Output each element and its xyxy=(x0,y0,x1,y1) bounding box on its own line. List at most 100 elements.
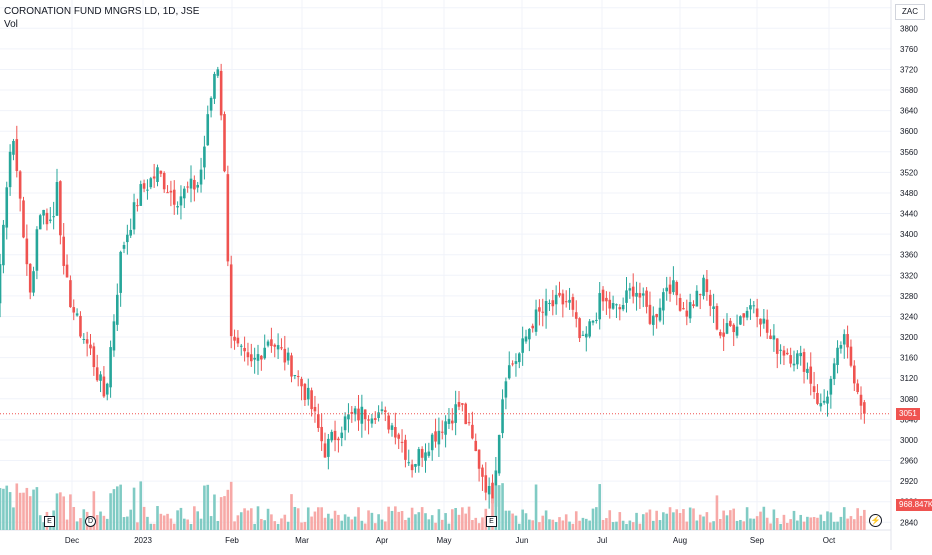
candle-body xyxy=(504,381,508,398)
candle-body xyxy=(250,354,253,362)
candle-body xyxy=(337,438,340,441)
volume-bar xyxy=(719,518,722,530)
candle-body xyxy=(189,178,193,189)
candle-body xyxy=(176,206,179,208)
volume-bar xyxy=(373,523,377,530)
candle-body xyxy=(735,326,739,336)
volume-bar xyxy=(518,523,521,530)
y-tick-label: 3360 xyxy=(900,251,918,260)
candle-body xyxy=(384,410,387,413)
candle-body xyxy=(203,146,206,168)
volume-bar xyxy=(377,514,380,530)
last-price-label: 3051 xyxy=(896,408,920,420)
volume-bar xyxy=(859,515,863,530)
candle-body xyxy=(343,416,347,431)
candle-body xyxy=(273,344,277,347)
candle-body xyxy=(695,290,699,307)
candle-body xyxy=(283,348,287,363)
volume-bar xyxy=(491,498,494,530)
chart-title: CORONATION FUND MNGRS LD, 1D, JSE xyxy=(4,6,200,17)
volume-bar xyxy=(206,484,210,530)
volume-bar xyxy=(440,519,444,530)
dividend-event-marker[interactable]: D xyxy=(85,516,96,527)
candle-body xyxy=(219,70,223,116)
candle-body xyxy=(172,189,176,205)
volume-bar xyxy=(802,521,806,530)
volume-bar xyxy=(742,521,746,530)
earnings-event-marker[interactable]: E xyxy=(44,516,55,527)
currency-button[interactable]: ZAC xyxy=(895,4,925,20)
candle-body xyxy=(708,294,712,306)
volume-bar xyxy=(112,489,116,530)
candle-body xyxy=(454,404,457,423)
volume-bar xyxy=(183,518,186,530)
flash-icon[interactable]: ⚡ xyxy=(869,514,882,527)
volume-bar xyxy=(735,520,739,530)
candle-body xyxy=(598,293,601,320)
volume-bar xyxy=(105,518,109,530)
candle-body xyxy=(183,188,186,199)
volume-bar xyxy=(608,510,612,530)
candle-body xyxy=(310,390,313,410)
candle-body xyxy=(72,307,76,313)
volume-bar xyxy=(712,521,715,530)
volume-bar xyxy=(595,507,598,530)
candle-body xyxy=(317,414,320,428)
volume-bar xyxy=(179,507,183,530)
candle-body xyxy=(313,406,317,412)
y-tick-label: 3080 xyxy=(900,395,918,404)
volume-bar xyxy=(504,510,508,530)
candle-body xyxy=(12,140,15,155)
volume-bar xyxy=(8,492,12,530)
volume-bar xyxy=(357,507,360,530)
candle-body xyxy=(367,419,370,421)
y-tick-label: 3280 xyxy=(900,292,918,301)
volume-bar xyxy=(246,510,250,530)
volume-bar xyxy=(159,513,163,530)
volume-bar xyxy=(129,509,132,530)
candle-body xyxy=(347,414,350,420)
volume-bar xyxy=(414,514,417,530)
candle-body xyxy=(792,363,796,366)
candle-body xyxy=(826,396,829,404)
volume-bar xyxy=(588,520,591,530)
volume-bar xyxy=(65,519,69,530)
volume-legend-label: Vol xyxy=(4,19,18,30)
candle-body xyxy=(253,357,256,360)
volume-bar xyxy=(799,514,802,530)
y-tick-label: 3680 xyxy=(900,86,918,95)
y-tick-label: 3240 xyxy=(900,312,918,321)
candle-body xyxy=(692,304,695,307)
volume-bar xyxy=(0,488,2,530)
y-tick-label: 3160 xyxy=(900,354,918,363)
candle-body xyxy=(715,305,719,330)
candle-body xyxy=(538,307,541,312)
volume-bar xyxy=(410,507,414,530)
earnings-event-marker[interactable]: E xyxy=(486,516,497,527)
volume-bar xyxy=(494,485,498,530)
volume-bar xyxy=(863,509,866,530)
volume-bar xyxy=(454,507,457,530)
candle-body xyxy=(260,355,263,360)
candle-body xyxy=(799,352,802,357)
candle-body xyxy=(581,334,585,336)
volume-bar xyxy=(782,514,786,530)
candle-body xyxy=(451,420,454,424)
volume-bar xyxy=(675,509,679,530)
candle-body xyxy=(839,345,843,349)
volume-bar xyxy=(561,520,565,530)
volume-bar xyxy=(363,523,367,530)
candle-body xyxy=(28,263,32,293)
y-tick-label: 2840 xyxy=(900,518,918,527)
candle-body xyxy=(853,365,856,384)
candle-body xyxy=(226,174,230,262)
candle-body xyxy=(678,297,682,311)
candle-body xyxy=(719,332,722,336)
y-tick-label: 3120 xyxy=(900,374,918,383)
candle-body xyxy=(286,352,290,361)
candle-body xyxy=(52,216,55,218)
candle-body xyxy=(829,378,833,395)
volume-bar xyxy=(286,521,290,530)
